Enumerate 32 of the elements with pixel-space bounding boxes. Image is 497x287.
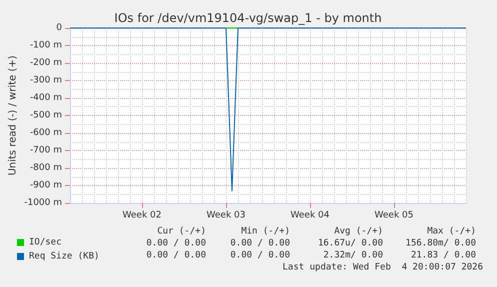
y-tick-label: -300 m xyxy=(30,76,62,86)
y-tick-label: -200 m xyxy=(30,58,62,68)
y-tick-label: -1000 m xyxy=(24,198,62,208)
text: Avg (-/+) xyxy=(334,226,383,236)
y-tick-label: -400 m xyxy=(30,93,62,103)
text: Min (-/+) xyxy=(241,226,290,236)
y-axis-title: Units read (-) / write (+) xyxy=(8,55,18,176)
y-tick-label: -500 m xyxy=(30,110,62,120)
x-tick-label: Week 03 xyxy=(206,210,246,220)
y-tick-label: -700 m xyxy=(30,146,62,156)
x-tick-label: Week 05 xyxy=(374,210,414,220)
text: Last update: Wed Feb 4 20:00:07 2026 xyxy=(282,262,483,272)
text: 16.67u/ 0.00 xyxy=(318,238,383,248)
text: 0.00 / 0.00 xyxy=(146,238,206,248)
x-tick-label: Week 02 xyxy=(122,210,162,220)
y-tick-label: 0 xyxy=(56,23,62,33)
y-tick-label: -900 m xyxy=(30,180,62,190)
legend-label: IO/sec xyxy=(29,238,62,248)
chart-title: IOs for /dev/vm19104-vg/swap_1 - by month xyxy=(114,11,382,25)
text: Max (-/+) xyxy=(427,226,476,236)
x-tick-label: Week 04 xyxy=(290,210,330,220)
text: 0.00 / 0.00 xyxy=(146,250,206,260)
y-tick-label: -100 m xyxy=(30,40,62,50)
text: 0.00 / 0.00 xyxy=(230,250,290,260)
text: Cur (-/+) xyxy=(157,226,206,236)
text: 0.00 / 0.00 xyxy=(230,238,290,248)
y-tick-label: -800 m xyxy=(30,163,62,173)
text: 156.80m/ 0.00 xyxy=(406,238,476,248)
text: 2.32m/ 0.00 xyxy=(323,250,383,260)
legend-label: Req Size (KB) xyxy=(29,252,100,262)
text: 21.83 / 0.00 xyxy=(410,250,476,260)
y-tick-label: -600 m xyxy=(30,128,62,138)
